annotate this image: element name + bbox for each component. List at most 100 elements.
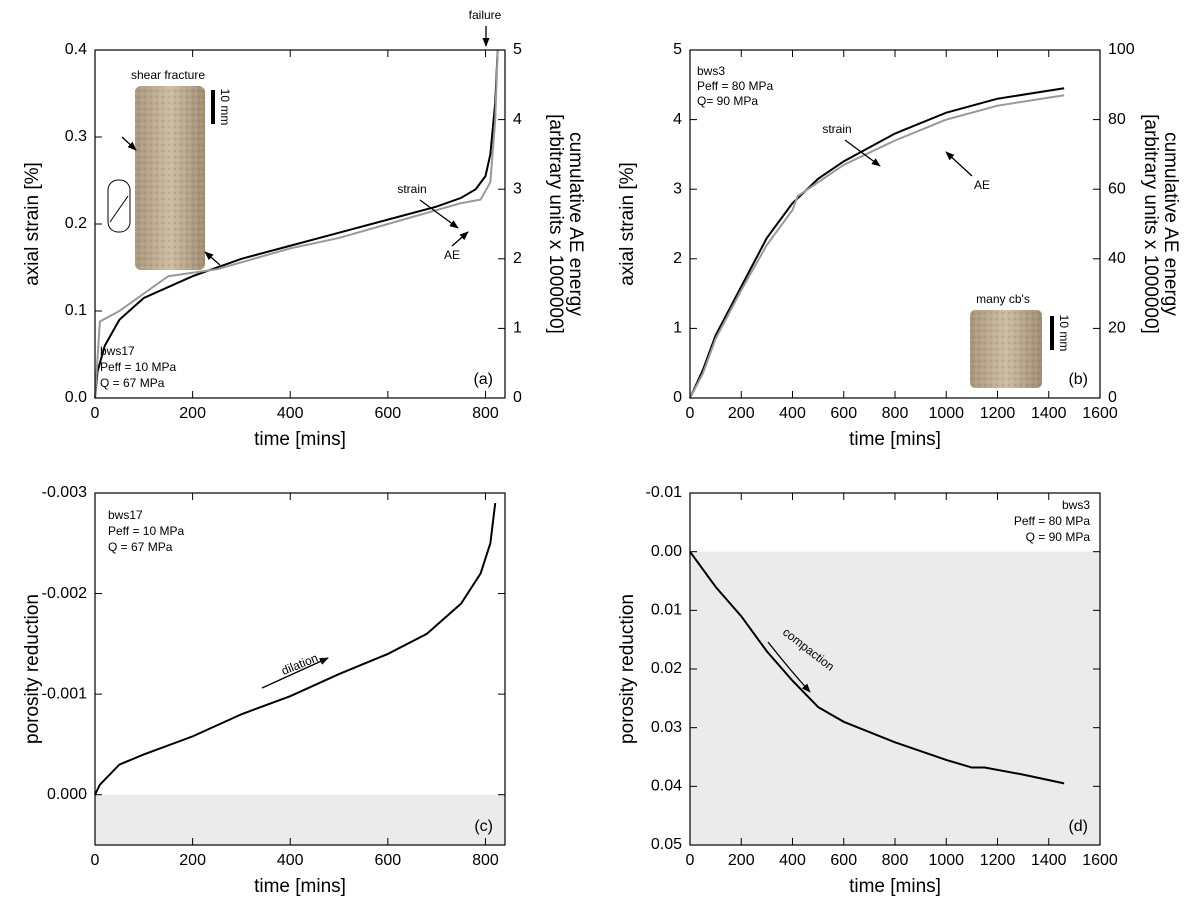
annotation: bws3	[1062, 498, 1090, 512]
y-tick-label: -0.003	[42, 484, 87, 501]
panel-label: (d)	[1068, 818, 1088, 835]
plot-frame	[689, 49, 1101, 399]
y-tick-label: 0.0	[65, 389, 87, 406]
annotation: many cb's	[976, 292, 1030, 306]
y-tick-label: 4	[673, 111, 682, 128]
annotation: Peff = 80 MPa	[697, 79, 773, 93]
x-tick-label: 1000	[928, 405, 964, 422]
y2-tick-label: 2	[513, 250, 522, 267]
annotation: Q = 67 MPa	[108, 540, 173, 554]
x-tick-label: 400	[779, 852, 806, 869]
x-tick-label: 800	[472, 852, 499, 869]
annotation: strain	[822, 122, 851, 136]
x-tick-label: 600	[375, 852, 402, 869]
data-line	[689, 551, 1065, 785]
annotation: strain	[397, 182, 426, 196]
y-axis-label: porosity reduction	[617, 594, 638, 744]
x-tick-label: 0	[91, 852, 100, 869]
annotation: Peff = 80 MPa	[1014, 514, 1090, 528]
y2-tick-label: 100	[1108, 41, 1135, 58]
x-tick-label: 800	[472, 405, 499, 422]
y-tick-label: 0.000	[47, 786, 87, 803]
sample-texture	[970, 310, 1042, 388]
annotation: Q= 90 MPa	[697, 94, 758, 108]
annotation: Q = 67 MPa	[100, 376, 165, 390]
y2-tick-label: 80	[1108, 111, 1126, 128]
annotation: Peff = 10 MPa	[100, 360, 176, 374]
panel-label: (c)	[474, 818, 493, 835]
x-tick-label: 0	[686, 405, 695, 422]
sample-icon	[107, 179, 131, 233]
data-line	[94, 502, 497, 796]
y2-tick-label: 20	[1108, 320, 1126, 337]
y2-tick-label: 3	[513, 180, 522, 197]
sample-texture	[135, 86, 205, 270]
y2-tick-label: 0	[513, 389, 522, 406]
x-axis-label: time [mins]	[849, 876, 941, 897]
y2-tick-label: 40	[1108, 250, 1126, 267]
annotation: bws17	[108, 508, 143, 522]
y2-axis-label: [arbitrary units x 1000000]	[545, 114, 566, 334]
y-tick-label: 5	[673, 41, 682, 58]
x-tick-label: 200	[179, 405, 206, 422]
fracture-icon	[109, 195, 129, 223]
y-tick-label: 0.2	[65, 215, 87, 232]
x-tick-label: 600	[375, 405, 402, 422]
y-tick-label: -0.002	[42, 585, 87, 602]
annotation: bws3	[697, 64, 725, 78]
y-tick-label: 0.03	[651, 719, 682, 736]
x-tick-label: 600	[830, 852, 857, 869]
y2-axis-label: cumulative AE energy	[565, 132, 586, 316]
arrow	[261, 657, 329, 689]
y-axis-label: porosity reduction	[22, 594, 43, 744]
y2-tick-label: 5	[513, 41, 522, 58]
x-tick-label: 1400	[1031, 405, 1067, 422]
arrow	[121, 136, 137, 151]
arrow	[451, 231, 469, 247]
annotation: Q = 90 MPa	[1026, 530, 1091, 544]
x-axis-label: time [mins]	[254, 876, 346, 897]
y-tick-label: 0.3	[65, 128, 87, 145]
x-tick-label: 200	[728, 405, 755, 422]
x-tick-label: 400	[277, 405, 304, 422]
x-tick-label: 1600	[1082, 852, 1118, 869]
x-tick-label: 1200	[980, 405, 1016, 422]
data-line	[94, 49, 499, 399]
annotation: failure	[469, 8, 502, 22]
x-tick-label: 1400	[1031, 852, 1067, 869]
y-axis-label: axial strain [%]	[22, 162, 43, 286]
annotation: AE	[974, 178, 990, 192]
plot-frame	[94, 492, 506, 846]
y2-axis-label: [arbitrary units x 1000000]	[1140, 114, 1161, 334]
y-tick-label: 0.1	[65, 302, 87, 319]
x-tick-label: 800	[882, 852, 909, 869]
annotation: 10 mm	[1057, 315, 1071, 352]
x-tick-label: 1000	[928, 852, 964, 869]
arrow	[844, 139, 881, 167]
arrow	[767, 641, 811, 693]
x-tick-label: 1600	[1082, 405, 1118, 422]
y-tick-label: -0.01	[646, 484, 683, 501]
y-tick-label: 3	[673, 180, 682, 197]
x-tick-label: 600	[830, 405, 857, 422]
data-line	[689, 94, 1065, 399]
y-tick-label: 0.01	[651, 602, 682, 619]
y-tick-label: 0	[673, 389, 682, 406]
x-tick-label: 0	[91, 405, 100, 422]
y-tick-label: 2	[673, 250, 682, 267]
panel-label: (a)	[473, 371, 493, 388]
y-tick-label: 0.02	[651, 660, 682, 677]
plot-frame	[689, 492, 1101, 846]
arrow	[419, 199, 459, 229]
y2-tick-label: 4	[513, 111, 522, 128]
panel-label: (b)	[1068, 371, 1088, 388]
y-tick-label: 0.4	[65, 41, 87, 58]
y2-tick-label: 1	[513, 320, 522, 337]
x-axis-label: time [mins]	[849, 429, 941, 450]
x-tick-label: 400	[277, 852, 304, 869]
y2-axis-label: cumulative AE energy	[1160, 132, 1181, 316]
x-tick-label: 400	[779, 405, 806, 422]
